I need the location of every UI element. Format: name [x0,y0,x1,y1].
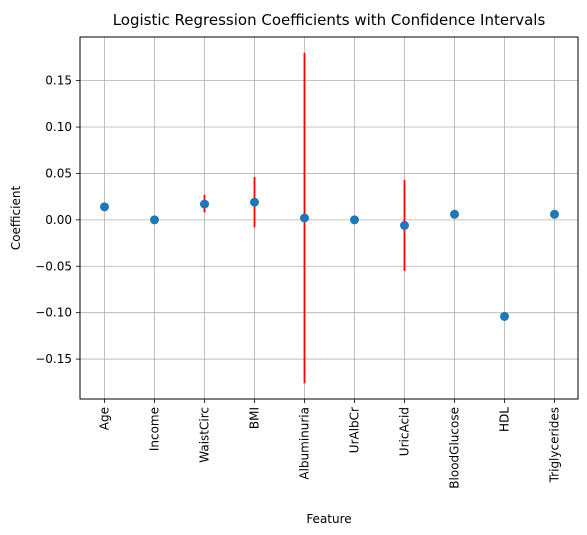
data-point [200,199,209,209]
data-point [150,215,159,225]
x-tick-label: Albuminuria [298,407,312,480]
x-tick-label: WaistCirc [198,407,212,463]
x-tick-layer: Age Income WaistCirc BMI Albuminuria UrAlbCr U… [98,399,562,489]
data-point [400,220,409,230]
data-point [350,215,359,225]
y-tick-label: 0.05 [45,166,72,180]
data-point [450,209,459,219]
data-point [500,311,509,321]
y-tick-label: −0.05 [35,259,72,273]
point-layer [100,197,559,321]
chart-title: Logistic Regression Coefficients with Co… [113,11,546,29]
x-tick-label: Age [98,407,112,430]
y-tick-layer: −0.15 −0.10 −0.05 0.00 0.05 0.10 0.15 [35,74,80,366]
x-tick-label: BloodGlucose [448,407,462,489]
data-point [550,209,559,219]
y-tick-label: 0.00 [45,213,72,227]
y-tick-label: −0.10 [35,306,72,320]
data-point [250,197,259,207]
x-tick-label: BMI [248,407,262,429]
x-tick-label: HDL [498,407,512,432]
x-axis-label: Feature [306,512,351,526]
x-tick-label: UricAcid [398,407,412,456]
x-tick-label: UrAlbCr [348,407,362,453]
x-tick-label: Triglycerides [548,407,562,483]
plot-frame [79,36,579,400]
x-tick-label: Income [148,407,162,451]
data-point [100,202,109,212]
y-tick-label: 0.15 [45,74,72,88]
y-tick-label: −0.15 [35,352,72,366]
data-point [300,213,309,223]
y-axis-label: Coefficient [9,186,23,251]
y-tick-label: 0.10 [45,120,72,134]
